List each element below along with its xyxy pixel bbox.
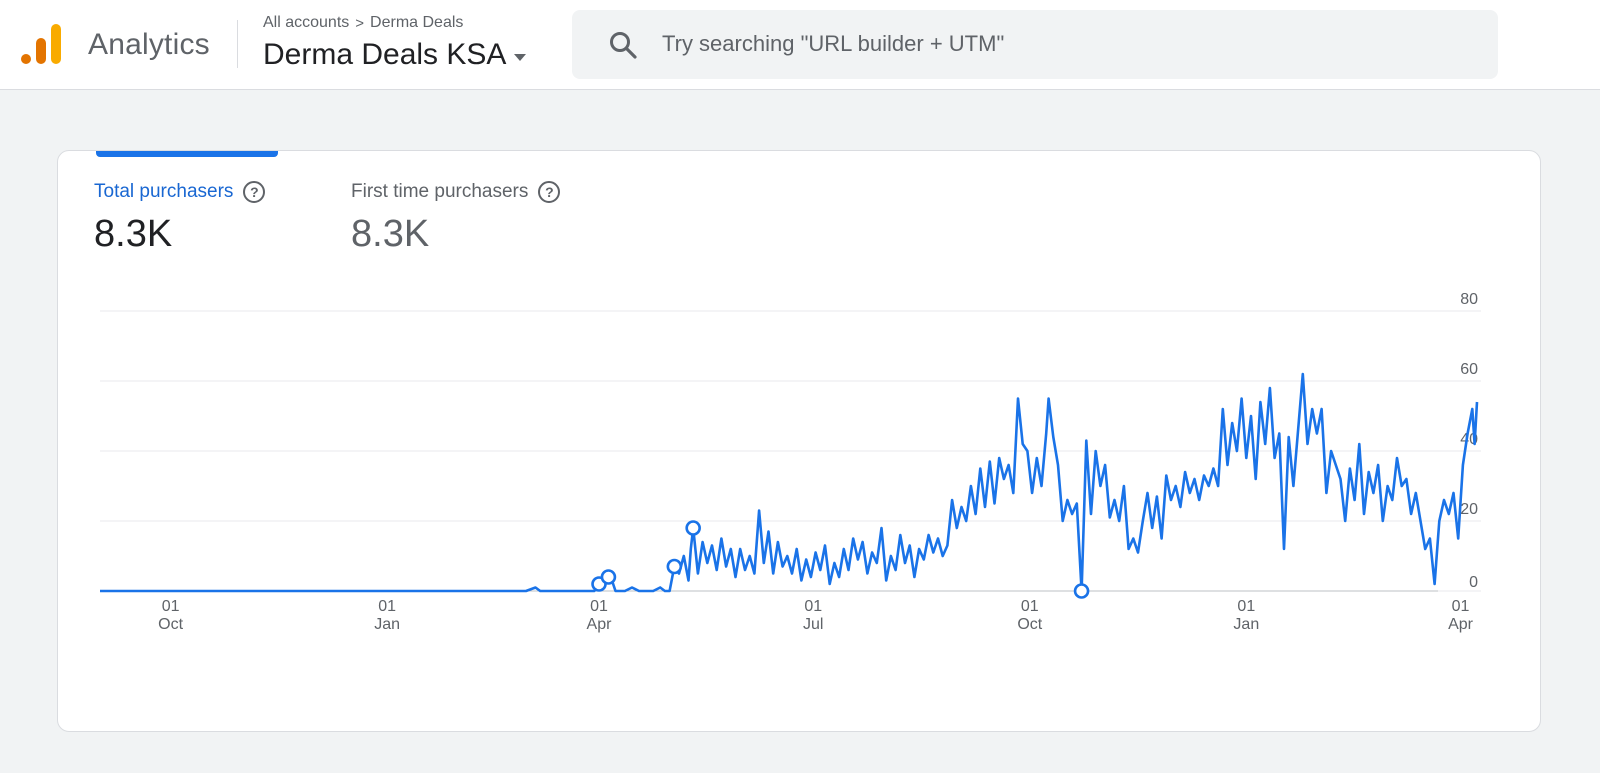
breadcrumb-account[interactable]: Derma Deals [370,14,464,31]
purchasers-line-chart: 80604020001Oct01Jan01Apr01Jul01Oct01Jan0… [100,291,1481,633]
property-selector[interactable]: Derma Deals KSA [263,38,527,72]
app-header: Analytics All accounts > Derma Deals Der… [0,0,1600,90]
x-tick-day: 01 [1237,598,1255,615]
x-tick-day: 01 [804,598,822,615]
annotation-marker [666,558,683,575]
search-bar[interactable] [572,10,1498,79]
property-name: Derma Deals KSA [263,38,507,71]
x-tick-month: Jul [803,616,823,633]
metric-label-row: First time purchasers ? [351,181,561,203]
active-tab-indicator [96,151,278,157]
metric-value: 8.3K [94,213,173,255]
y-tick-label: 0 [1469,574,1478,591]
y-tick-label: 20 [1460,501,1478,518]
x-tick-month: Apr [587,616,613,633]
metric-tab-total-purchasers[interactable]: Total purchasers ? 8.3K [94,181,266,256]
series-line [100,372,1479,593]
x-tick-month: Apr [1448,616,1474,633]
metrics-card: Total purchasers ? 8.3K First time purch… [57,150,1541,732]
x-tick-day: 01 [162,598,180,615]
x-tick-month: Jan [374,616,400,633]
header-divider [237,20,238,68]
chevron-right-icon: > [355,14,365,32]
x-tick-day: 01 [590,598,608,615]
x-tick-day: 01 [1452,598,1470,615]
x-tick-month: Oct [1017,616,1042,633]
help-icon[interactable]: ? [243,181,266,203]
analytics-logo-icon[interactable] [20,22,62,66]
x-tick-month: Jan [1233,616,1259,633]
metric-label-row: Total purchasers ? [94,181,266,203]
caret-down-icon [514,53,527,61]
search-icon [610,32,637,59]
metric-label: First time purchasers [351,181,529,202]
annotation-marker [600,569,617,585]
x-tick-day: 01 [378,598,396,615]
metric-value: 8.3K [351,213,430,255]
search-input[interactable] [662,24,1462,64]
x-tick-month: Oct [158,616,183,633]
breadcrumb-all-accounts[interactable]: All accounts [263,14,350,31]
metric-label: Total purchasers [94,181,234,202]
breadcrumb: All accounts > Derma Deals [263,14,463,32]
annotation-marker [1073,583,1090,599]
annotation-marker [685,520,701,536]
metric-tab-first-time-purchasers[interactable]: First time purchasers ? 8.3K [351,181,561,256]
x-tick-day: 01 [1021,598,1039,615]
help-icon[interactable]: ? [538,181,561,203]
product-name: Analytics [88,28,210,61]
y-tick-label: 80 [1460,291,1478,308]
y-tick-label: 60 [1460,361,1478,378]
